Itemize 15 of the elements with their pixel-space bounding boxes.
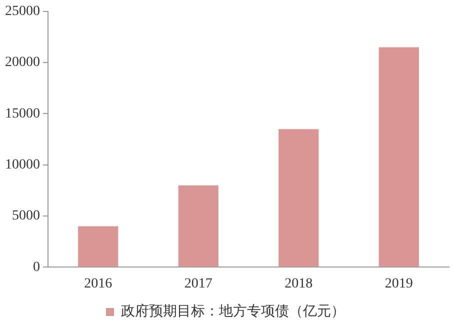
y-tick-label: 5000 — [12, 208, 40, 224]
y-tick-label: 20000 — [5, 55, 40, 70]
x-tick-label: 2016 — [84, 276, 112, 292]
legend-label: 政府预期目标：地方专项债（亿元） — [121, 304, 345, 320]
x-tick-label: 2017 — [184, 276, 212, 292]
y-tick-label: 10000 — [5, 158, 40, 173]
x-tick-label: 2018 — [284, 276, 313, 292]
bar — [78, 226, 118, 267]
y-tick-label: 25000 — [5, 4, 40, 20]
bar — [178, 185, 218, 267]
y-tick-label: 0 — [33, 260, 40, 275]
x-tick-label: 2019 — [384, 276, 413, 292]
bar — [278, 129, 319, 267]
bar — [378, 47, 419, 267]
y-tick-label: 15000 — [5, 106, 40, 122]
